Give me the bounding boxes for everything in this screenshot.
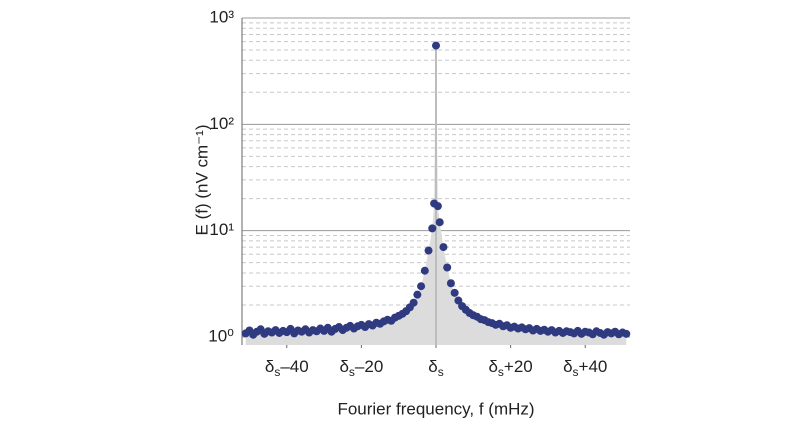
data-point — [435, 218, 444, 227]
y-tick-label: 10³ — [209, 7, 234, 26]
data-point — [446, 279, 455, 288]
data-point — [413, 290, 422, 299]
data-point — [424, 246, 433, 255]
data-point — [439, 243, 448, 252]
y-tick-label: 10⁰ — [208, 326, 234, 345]
x-tick-label: δs–20 — [339, 357, 383, 379]
data-point — [409, 298, 418, 307]
y-axis-label: E (f) (nV cm⁻¹) — [192, 125, 211, 236]
data-point — [443, 263, 452, 272]
data-point — [417, 282, 426, 291]
data-point — [432, 41, 440, 50]
data-point — [450, 288, 459, 297]
data-point — [433, 202, 442, 211]
data-point — [428, 224, 437, 233]
data-point — [622, 329, 631, 338]
x-tick-label: δs+20 — [488, 357, 532, 379]
x-tick-label: δs — [428, 357, 443, 379]
x-tick-label: δs–40 — [265, 357, 309, 379]
y-tick-label: 10² — [209, 114, 234, 133]
data-point — [420, 266, 429, 275]
y-tick-label: 10¹ — [209, 220, 234, 239]
x-tick-label: δs+40 — [563, 357, 607, 379]
x-axis-label: Fourier frequency, f (mHz) — [337, 399, 534, 418]
